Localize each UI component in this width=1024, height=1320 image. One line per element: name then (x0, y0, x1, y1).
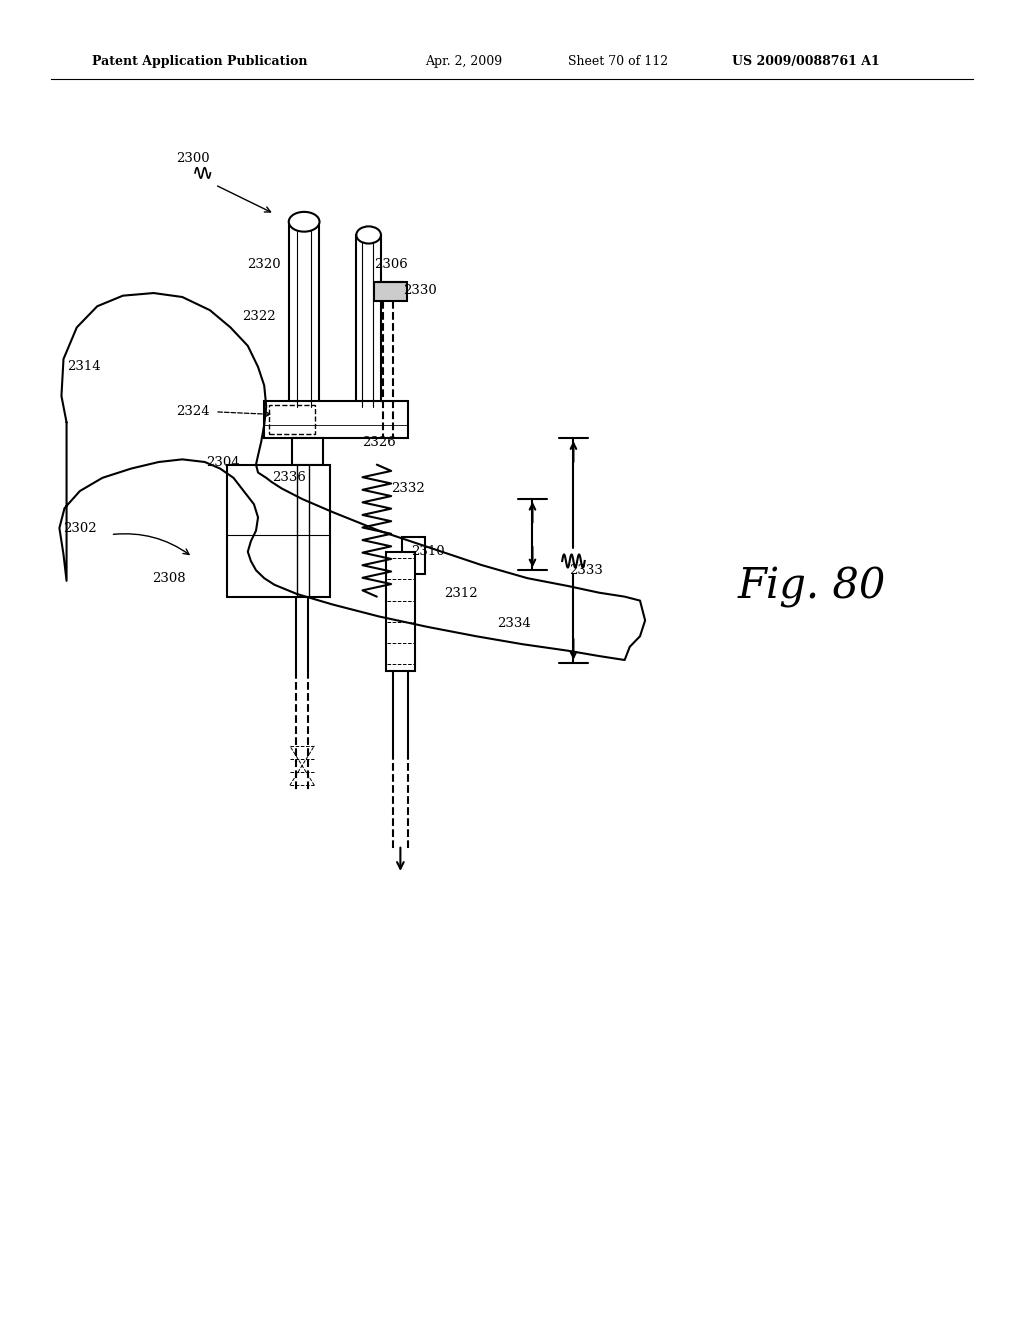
Ellipse shape (289, 211, 319, 232)
Bar (402, 537, 425, 574)
Bar (356, 235, 381, 407)
Text: 2332: 2332 (391, 482, 424, 495)
Text: 2300: 2300 (176, 152, 209, 165)
Text: 2324: 2324 (176, 405, 209, 418)
Text: 2320: 2320 (248, 257, 281, 271)
Text: 2322: 2322 (243, 310, 275, 323)
Text: 2312: 2312 (444, 587, 477, 601)
Bar (227, 465, 330, 597)
Text: Sheet 70 of 112: Sheet 70 of 112 (568, 55, 669, 69)
Bar (374, 282, 407, 301)
Text: Apr. 2, 2009: Apr. 2, 2009 (425, 55, 502, 69)
Bar (292, 438, 323, 465)
Text: Fig. 80: Fig. 80 (737, 566, 886, 609)
Bar (264, 401, 408, 438)
Text: 2304: 2304 (207, 455, 240, 469)
Text: 2326: 2326 (362, 436, 395, 449)
Text: 2310: 2310 (412, 545, 444, 558)
Text: 2302: 2302 (63, 521, 96, 535)
Bar (269, 405, 315, 434)
Ellipse shape (356, 227, 381, 243)
Text: 2336: 2336 (271, 471, 306, 484)
Text: 2333: 2333 (568, 564, 603, 577)
Text: 2306: 2306 (375, 257, 408, 271)
Text: 2330: 2330 (403, 284, 436, 297)
Bar (386, 552, 415, 671)
Bar (289, 222, 319, 407)
Text: 2314: 2314 (68, 360, 100, 374)
Text: 2308: 2308 (153, 572, 185, 585)
Text: Patent Application Publication: Patent Application Publication (92, 55, 307, 69)
Text: US 2009/0088761 A1: US 2009/0088761 A1 (732, 55, 880, 69)
Text: 2334: 2334 (498, 616, 530, 630)
